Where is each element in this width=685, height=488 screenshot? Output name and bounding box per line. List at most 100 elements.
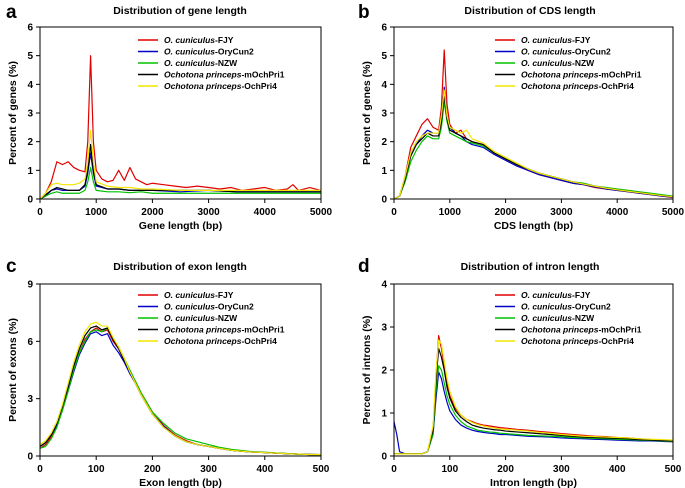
y-tick-label: 0 <box>381 452 387 463</box>
y-tick-label: 6 <box>381 23 387 34</box>
y-tick-label: 6 <box>27 23 33 34</box>
y-tick-label: 4 <box>381 80 387 91</box>
y-tick-label: 2 <box>27 137 33 148</box>
legend-assembly: -mOchPri1 <box>241 325 284 335</box>
legend-species: O. cuniculus <box>164 290 215 300</box>
y-tick-label: 5 <box>381 51 387 62</box>
legend-assembly: -mOchPri1 <box>241 70 284 80</box>
x-tick-label: 1000 <box>439 207 462 218</box>
legend-assembly: -FJY <box>572 290 591 300</box>
legend-assembly: -OchPri4 <box>598 336 634 346</box>
series-line-0 <box>39 55 322 200</box>
legend-species: Ochotona princeps <box>521 81 599 91</box>
y-tick-label: 6 <box>27 337 33 348</box>
legend-species: O. cuniculus <box>164 35 215 45</box>
x-tick-label: 0 <box>37 207 43 218</box>
panel-letter: a <box>6 2 17 23</box>
x-tick-label: 0 <box>37 464 43 475</box>
x-tick-label: 0 <box>391 207 397 218</box>
y-tick-label: 1 <box>381 166 387 177</box>
series-line-1 <box>393 86 674 200</box>
legend-entry: O. cuniculus-FJY <box>164 290 234 300</box>
legend-assembly: -NZW <box>215 313 238 323</box>
series-line-2 <box>393 100 674 200</box>
x-tick-label: 400 <box>609 464 626 475</box>
x-tick-label: 500 <box>665 464 682 475</box>
panel-letter: c <box>6 256 17 277</box>
y-tick-label: 4 <box>27 80 33 91</box>
x-tick-label: 300 <box>200 464 217 475</box>
y-tick-label: 2 <box>381 366 387 377</box>
legend-entry: Ochotona princeps-mOchPri1 <box>164 325 285 335</box>
x-tick-label: 5000 <box>310 207 333 218</box>
chart-title: Distribution of exon length <box>113 261 247 273</box>
x-tick-label: 5000 <box>662 207 685 218</box>
y-tick-label: 3 <box>381 109 387 120</box>
x-tick-label: 200 <box>497 464 514 475</box>
y-tick-label: 0 <box>381 195 387 206</box>
panel-letter: d <box>358 256 370 277</box>
legend-entry: Ochotona princeps-mOchPri1 <box>521 325 642 335</box>
legend-entry: Ochotona princeps-OchPri4 <box>521 336 634 346</box>
y-tick-label: 4 <box>381 280 387 291</box>
series-line-4 <box>39 129 321 200</box>
y-tick-label: 1 <box>27 166 33 177</box>
legend-species: Ochotona princeps <box>164 325 242 335</box>
panel-a: a Distribution of gene length 0 1000 2000 300… <box>6 2 333 232</box>
legend-assembly: -NZW <box>572 58 595 68</box>
chart-title: Distribution of gene length <box>113 5 247 17</box>
legend-assembly: -OryCun2 <box>215 302 254 312</box>
x-tick-label: 200 <box>144 464 161 475</box>
legend-species: Ochotona princeps <box>164 336 242 346</box>
y-axis-label: Percent of genes (%) <box>7 61 19 165</box>
legend-assembly: -mOchPri1 <box>598 70 641 80</box>
legend-species: O. cuniculus <box>521 290 572 300</box>
legend-entry: O. cuniculus-NZW <box>164 313 238 323</box>
legend-entry: O. cuniculus-OryCun2 <box>521 302 611 312</box>
legend-assembly: -OchPri4 <box>241 81 277 91</box>
panel-d: d Distribution of intron length 0 100 200 300… <box>358 256 682 488</box>
chart-title: Distribution of intron length <box>461 261 600 273</box>
legend-species: Ochotona princeps <box>521 70 599 80</box>
x-tick-label: 4000 <box>606 207 629 218</box>
series-line-4 <box>394 339 674 455</box>
legend-assembly: -OryCun2 <box>572 302 611 312</box>
panel-letter: b <box>358 2 370 23</box>
legend-species: O. cuniculus <box>521 58 572 68</box>
y-axis-label: Percent of exons (%) <box>7 318 19 422</box>
y-axis-label: Percent of genes (%) <box>361 61 373 165</box>
y-tick-label: 1 <box>381 409 387 420</box>
legend-assembly: -OryCun2 <box>572 47 611 57</box>
legend-entry: O. cuniculus-NZW <box>521 58 595 68</box>
y-tick-label: 0 <box>27 195 33 206</box>
x-tick-label: 100 <box>441 464 458 475</box>
legend-species: O. cuniculus <box>521 302 572 312</box>
legend-assembly: -OchPri4 <box>598 81 634 91</box>
legend-entry: Ochotona princeps-mOchPri1 <box>521 70 642 80</box>
legend-species: O. cuniculus <box>164 47 215 57</box>
y-axis-label: Percent of introns (%) <box>361 315 373 424</box>
y-tick-label: 0 <box>27 452 33 463</box>
y-tick-label: 9 <box>27 280 33 291</box>
x-tick-label: 500 <box>313 464 330 475</box>
x-axis-label: Intron length (bp) <box>490 477 577 488</box>
legend-entry: Ochotona princeps-OchPri4 <box>521 81 634 91</box>
legend-entry: O. cuniculus-FJY <box>521 35 591 45</box>
legend-assembly: -NZW <box>572 313 595 323</box>
series-line-4 <box>39 321 322 456</box>
x-tick-label: 400 <box>256 464 273 475</box>
legend-assembly: -OryCun2 <box>215 47 254 57</box>
x-axis-label: Gene length (bp) <box>139 220 222 232</box>
series-line-2 <box>39 327 322 456</box>
legend-entry: Ochotona princeps-OchPri4 <box>164 336 277 346</box>
legend-entry: O. cuniculus-FJY <box>164 35 234 45</box>
x-tick-label: 1000 <box>85 207 108 218</box>
legend-species: O. cuniculus <box>521 47 572 57</box>
y-tick-label: 5 <box>27 51 33 62</box>
legend-assembly: -FJY <box>572 35 591 45</box>
legend-entry: O. cuniculus-FJY <box>521 290 591 300</box>
legend-species: Ochotona princeps <box>164 81 242 91</box>
x-tick-label: 4000 <box>254 207 277 218</box>
x-tick-label: 3000 <box>550 207 573 218</box>
